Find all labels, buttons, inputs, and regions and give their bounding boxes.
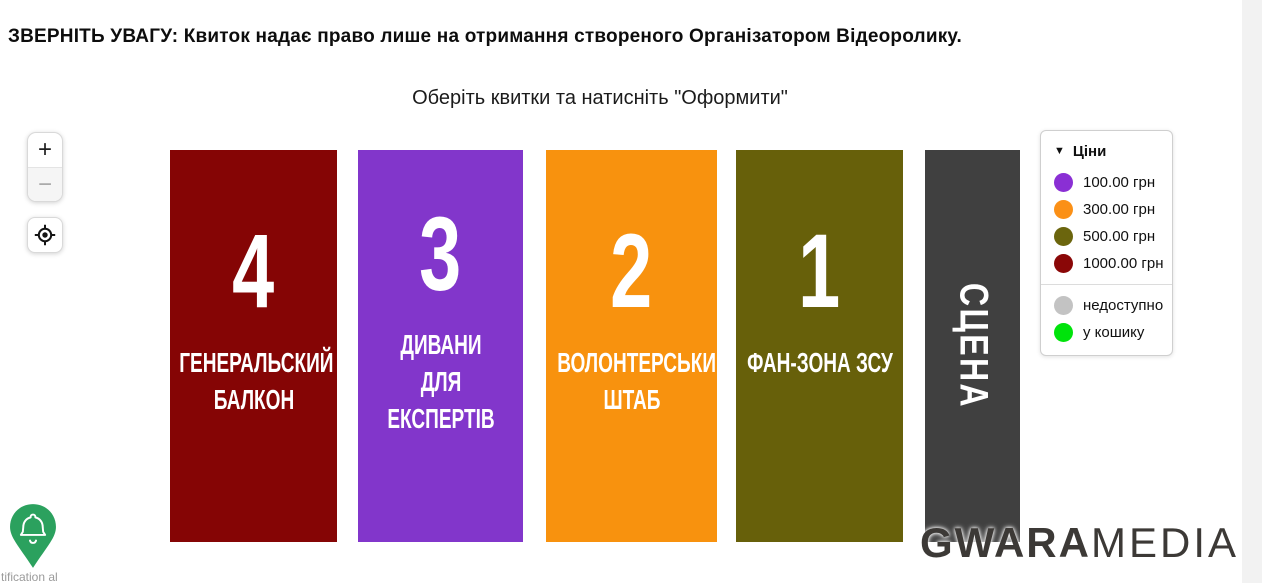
notification-pin-button[interactable] — [7, 502, 59, 570]
legend-item-unavailable: недоступно — [1041, 292, 1172, 319]
zone-number: 4 — [232, 213, 275, 331]
zone-name: ФАН-ЗОНА ЗСУ — [746, 346, 893, 378]
locate-button[interactable] — [27, 217, 63, 253]
zoom-out-button[interactable]: − — [28, 167, 62, 201]
zone-3-dyvany-dlia-ekspertiv[interactable]: 3 ДИВАНИ ДЛЯ ЕКСПЕРТІВ — [358, 150, 523, 542]
legend-item-price-100: 100.00 грн — [1041, 169, 1172, 196]
stage-label: СЦЕНА — [951, 282, 995, 410]
cutoff-label: tification al — [1, 570, 58, 584]
legend-item-label: 100.00 грн — [1083, 174, 1156, 191]
zone-2-volonterskyi-shtab[interactable]: 2 ВОЛОНТЕРСЬКИЙ ШТАБ — [546, 150, 730, 542]
price-dot-orange — [1054, 200, 1073, 219]
price-dot-darkred — [1054, 254, 1073, 273]
legend-item-price-500: 500.00 грн — [1041, 223, 1172, 250]
legend-item-label: 500.00 грн — [1083, 228, 1156, 245]
zoom-in-button[interactable]: + — [37, 136, 52, 163]
zone-4-generalskyi-balkon[interactable]: 4 ГЕНЕРАЛЬСКИЙ БАЛКОН — [170, 150, 337, 542]
legend-item-in-cart: у кошику — [1041, 319, 1172, 346]
legend-header[interactable]: ▼ Ціни — [1041, 141, 1172, 169]
zone-number: 1 — [798, 213, 841, 331]
logo-text-light: MEDIA — [1090, 519, 1239, 566]
zone-name: ДИВАНИ ДЛЯ ЕКСПЕРТІВ — [386, 328, 495, 435]
map-zoom-control: + − — [27, 132, 63, 202]
legend-item-label: 300.00 грн — [1083, 201, 1156, 218]
scrollbar-track[interactable] — [1242, 0, 1262, 583]
legend-item-label: у кошику — [1083, 324, 1145, 341]
legend-divider — [1041, 284, 1172, 285]
legend-item-label: 1000.00 грн — [1083, 255, 1164, 272]
status-dot-green — [1054, 323, 1073, 342]
legend-item-price-1000: 1000.00 грн — [1041, 250, 1172, 277]
notice-text: ЗВЕРНІТЬ УВАГУ: Квиток надає право лише … — [8, 26, 962, 47]
zone-number: 3 — [419, 195, 462, 313]
stage-block: СЦЕНА — [925, 150, 1020, 542]
zone-name: ГЕНЕРАЛЬСКИЙ БАЛКОН — [178, 346, 333, 415]
bell-pin-icon — [10, 504, 56, 568]
crosshair-icon — [34, 224, 56, 246]
price-dot-olive — [1054, 227, 1073, 246]
chevron-down-icon: ▼ — [1054, 145, 1065, 157]
logo-text-bold: GWARA — [919, 519, 1091, 566]
status-dot-gray — [1054, 296, 1073, 315]
price-legend: ▼ Ціни 100.00 грн 300.00 грн 500.00 грн … — [1040, 130, 1173, 356]
legend-title: Ціни — [1072, 143, 1107, 160]
zone-1-fan-zona-zsu[interactable]: 1 ФАН-ЗОНА ЗСУ — [736, 150, 903, 542]
legend-item-price-300: 300.00 грн — [1041, 196, 1172, 223]
price-dot-purple — [1054, 173, 1073, 192]
gwara-media-logo: GWARAMEDIA — [920, 522, 1239, 564]
zone-name: ВОЛОНТЕРСЬКИЙ ШТАБ — [556, 346, 730, 415]
instruction-text: Оберіть квитки та натисніть "Оформити" — [412, 87, 788, 109]
legend-item-label: недоступно — [1083, 297, 1164, 314]
zone-number: 2 — [610, 213, 653, 331]
